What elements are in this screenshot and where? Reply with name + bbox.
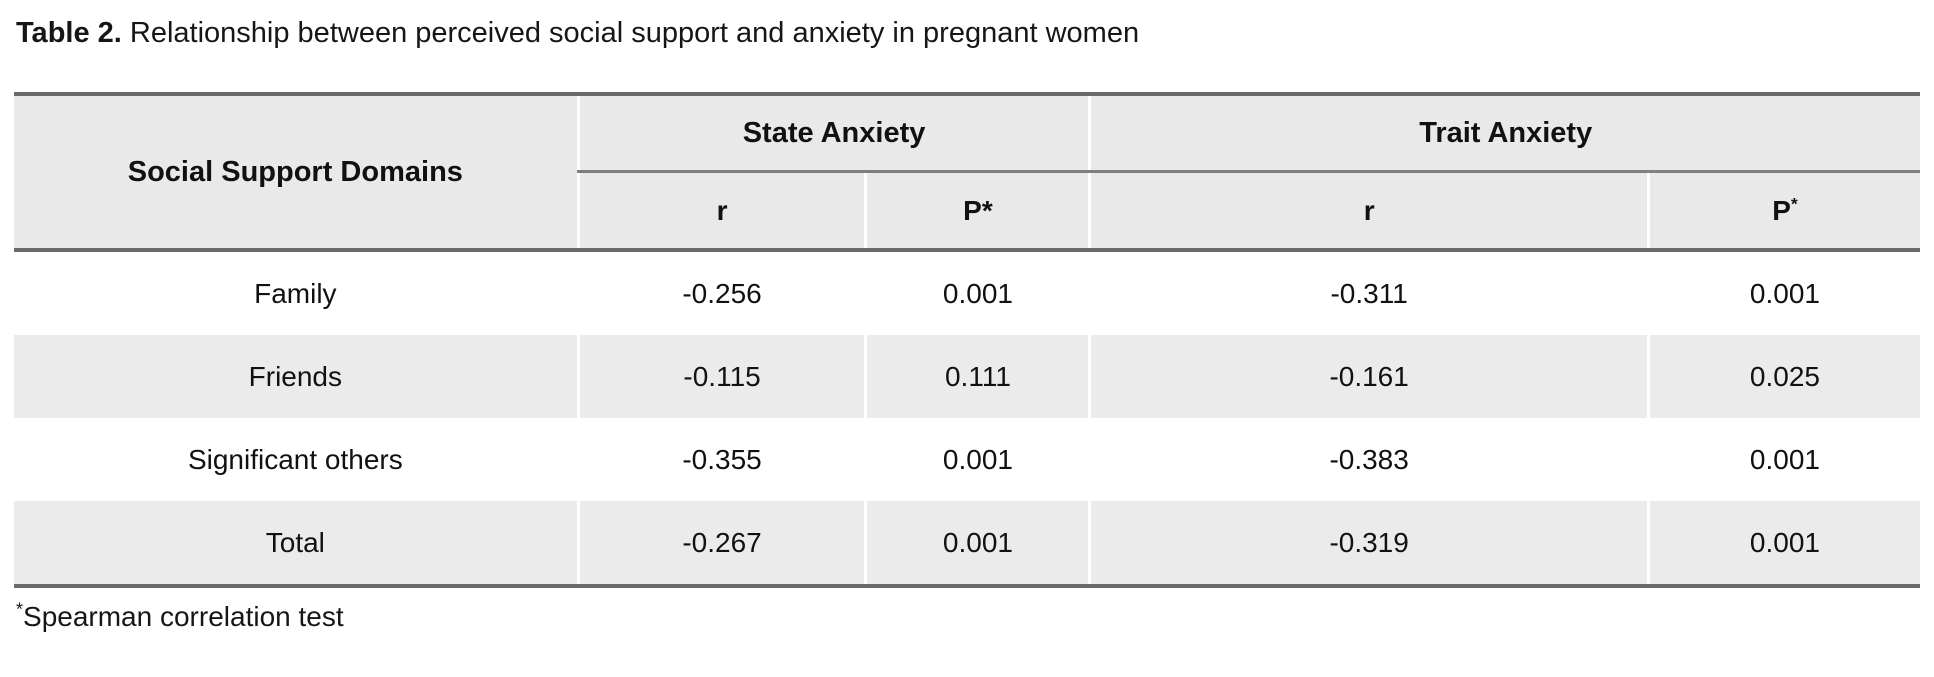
row-label: Friends	[14, 335, 579, 418]
group-header-row: Social Support Domains State Anxiety Tra…	[14, 92, 1920, 252]
table-row-significant-others: Significant others -0.355 0.001 -0.383 0…	[14, 418, 1920, 501]
cell-state-r: -0.267	[576, 501, 866, 588]
table-row-friends: Friends -0.115 0.111 -0.161 0.025	[14, 335, 1920, 418]
row-label: Significant others	[14, 418, 579, 501]
cell-trait-r: -0.383	[1088, 418, 1649, 501]
group-header-state-anxiety: State Anxiety	[576, 92, 1090, 173]
cell-state-p: 0.001	[864, 501, 1090, 588]
subheader-row: r P* r P*	[14, 171, 1920, 252]
cell-state-r: -0.115	[576, 335, 866, 418]
table-footnote: *Spearman correlation test	[16, 600, 1920, 634]
column-header-trait-p: P*	[1646, 171, 1920, 252]
table-body: Family -0.256 0.001 -0.311 0.001 Friends…	[14, 250, 1920, 588]
state-p-asterisk: *	[981, 194, 993, 226]
cell-trait-p: 0.001	[1646, 418, 1920, 501]
cell-trait-r: -0.319	[1088, 501, 1649, 588]
column-header-state-r: r	[576, 171, 866, 252]
footnote-text: Spearman correlation test	[23, 601, 344, 632]
state-p-label: P	[963, 194, 982, 226]
cell-state-r: -0.355	[576, 418, 866, 501]
table-row-total: Total -0.267 0.001 -0.319 0.001	[14, 501, 1920, 588]
cell-trait-p: 0.025	[1646, 335, 1920, 418]
cell-state-p: 0.001	[864, 418, 1090, 501]
column-header-trait-r: r	[1088, 171, 1649, 252]
column-header-social-support-domains: Social Support Domains	[14, 92, 579, 252]
cell-state-p: 0.001	[864, 250, 1090, 335]
footnote-asterisk: *	[16, 599, 24, 620]
cell-state-p: 0.111	[864, 335, 1090, 418]
table-header: Social Support Domains State Anxiety Tra…	[14, 92, 1920, 252]
row-label: Total	[14, 501, 579, 588]
cell-state-r: -0.256	[576, 250, 866, 335]
table-row-family: Family -0.256 0.001 -0.311 0.001	[14, 250, 1920, 335]
correlation-table: Social Support Domains State Anxiety Tra…	[14, 92, 1920, 588]
table-caption: Table 2. Relationship between perceived …	[16, 16, 1920, 50]
cell-trait-r: -0.161	[1088, 335, 1649, 418]
table-number: Table 2.	[16, 17, 122, 49]
group-header-trait-anxiety: Trait Anxiety	[1088, 92, 1920, 173]
cell-trait-p: 0.001	[1646, 501, 1920, 588]
cell-trait-p: 0.001	[1646, 250, 1920, 335]
row-label: Family	[14, 250, 579, 335]
column-header-state-p: P*	[864, 171, 1090, 252]
table-caption-text: Relationship between perceived social su…	[121, 17, 1140, 49]
trait-p-label: P	[1772, 194, 1791, 226]
cell-trait-r: -0.311	[1088, 250, 1649, 335]
trait-p-asterisk: *	[1790, 194, 1798, 214]
